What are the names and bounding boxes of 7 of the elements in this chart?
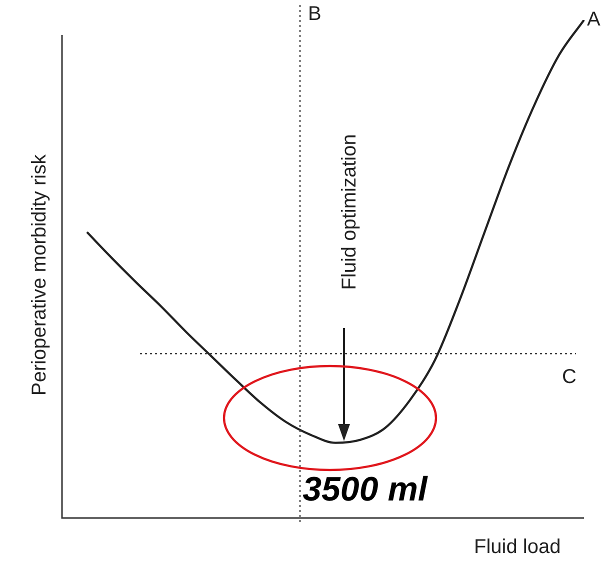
x-axis-title: Fluid load: [474, 536, 561, 559]
annotation: 3500 ml: [302, 470, 428, 510]
ref-line-label: C: [562, 366, 576, 388]
y-axis-title: Perioperative morbidity risk: [28, 154, 52, 396]
annotation: Fluid optimization: [338, 134, 362, 290]
annotation: B: [308, 3, 322, 26]
series-label: A: [587, 8, 601, 31]
